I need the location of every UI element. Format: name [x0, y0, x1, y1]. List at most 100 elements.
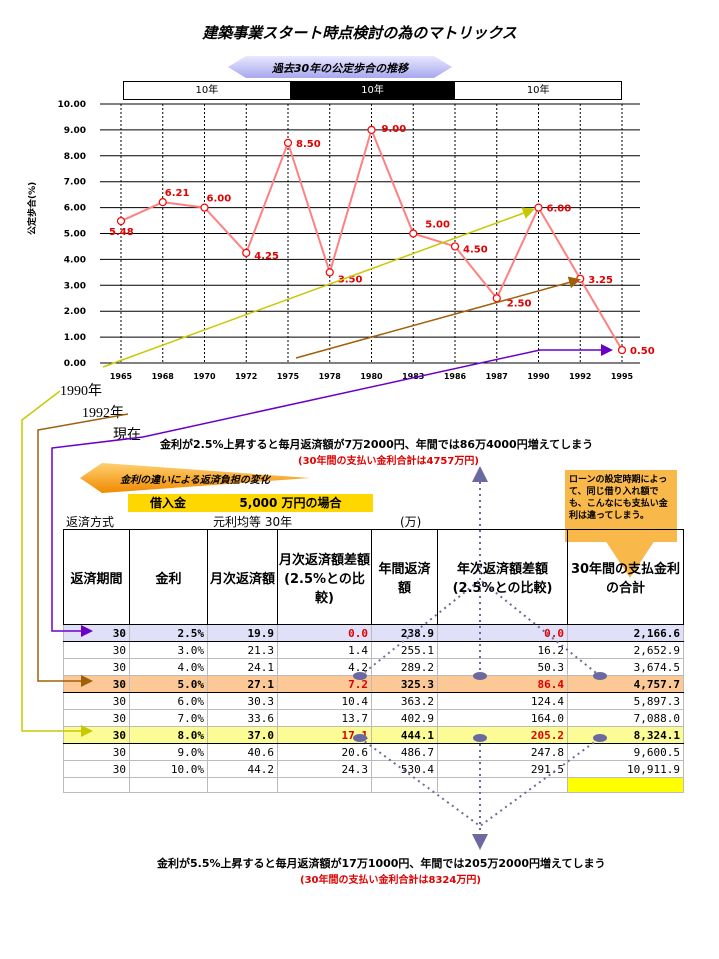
table-row: 30 7.0% 33.6 13.7 402.9 164.0 7,088.0 — [63, 709, 684, 727]
data-label: 6.00 — [547, 204, 572, 215]
column-header: 年間返済額 — [371, 529, 438, 625]
table-cell: 30 — [63, 658, 130, 676]
table-cell: 291.5 — [437, 760, 568, 778]
x-tick-label: 1978 — [319, 372, 342, 381]
x-tick-label: 1990 — [527, 372, 550, 381]
table-cell: 33.6 — [207, 709, 278, 727]
table-cell: 7.2 — [277, 675, 372, 693]
column-header: 月次返済額差額(2.5%との比較) — [277, 529, 372, 625]
loan-amount: 5,000 万円の場合 — [208, 494, 373, 512]
data-point — [534, 203, 543, 212]
y-tick-label: 2.00 — [64, 307, 86, 317]
y-tick-label: 9.00 — [64, 126, 86, 136]
y-tick-label: 8.00 — [64, 152, 86, 162]
data-label: 0.50 — [630, 346, 655, 357]
data-label: 8.50 — [296, 139, 321, 150]
x-tick-label: 1992 — [569, 372, 591, 381]
column-header: 30年間の支払金利の合計 — [567, 529, 684, 625]
table-cell — [567, 777, 684, 793]
table-row: 30 10.0% 44.2 24.3 530.4 291.5 10,911.9 — [63, 760, 684, 778]
y-tick-label: 0.00 — [64, 359, 86, 369]
table-cell: 20.6 — [277, 743, 372, 761]
x-tick-label: 1975 — [277, 372, 300, 381]
table-cell: 30 — [63, 709, 130, 727]
page-title: 建築事業スタート時点検討の為のマトリックス — [202, 24, 517, 42]
table-cell: 238.9 — [371, 624, 438, 642]
method-label: 返済方式 — [66, 515, 115, 529]
table-cell: 27.1 — [207, 675, 278, 693]
table-cell: 30 — [63, 675, 130, 693]
table-cell: 9.0% — [129, 743, 208, 761]
y-tick-label: 7.00 — [64, 178, 86, 188]
decade-bar: 10年 10年 10年 — [123, 81, 622, 100]
x-tick-label: 1980 — [360, 372, 383, 381]
data-label: 5.48 — [109, 227, 134, 238]
table-cell: 30.3 — [207, 692, 278, 710]
table-cell: 30 — [63, 726, 130, 744]
data-label: 6.21 — [165, 188, 190, 199]
data-point — [367, 125, 376, 135]
y-tick-label: 1.00 — [64, 333, 86, 343]
column-header: 金利 — [129, 529, 208, 625]
table-row — [63, 777, 684, 793]
table-row: 30 8.0% 37.0 17.1 444.1 205.2 8,324.1 — [63, 726, 684, 744]
column-header: 返済期間 — [63, 529, 130, 625]
table-cell: 9,600.5 — [567, 743, 684, 761]
repayment-table: 返済期間 金利 月次返済額 月次返済額差額(2.5%との比較) 年間返済額 年次返済額差額… — [63, 529, 684, 793]
note-upper-total: (30年間の支払い金利合計は4757万円) — [298, 456, 479, 467]
table-row: 30 6.0% 30.3 10.4 363.2 124.4 5,897.3 — [63, 692, 684, 710]
table-cell: 8,324.1 — [567, 726, 684, 744]
year-label-1992: 1992年 — [82, 406, 124, 421]
data-label: 3.50 — [338, 274, 363, 285]
table-cell: 19.9 — [207, 624, 278, 642]
table-cell: 530.4 — [371, 760, 438, 778]
decade-label: 10年 — [195, 85, 219, 96]
table-cell: 8.0% — [129, 726, 208, 744]
table-cell: 444.1 — [371, 726, 438, 744]
table-cell: 24.1 — [207, 658, 278, 676]
table-cell: 21.3 — [207, 641, 278, 659]
table-cell: 10.4 — [277, 692, 372, 710]
table-cell: 17.1 — [277, 726, 372, 744]
decade-label: 10年 — [526, 85, 550, 96]
chart-banner: 過去30年の公定歩合の推移 — [228, 56, 452, 78]
table-cell: 2,166.6 — [567, 624, 684, 642]
table-row: 30 3.0% 21.3 1.4 255.1 16.2 2,652.9 — [63, 641, 684, 659]
unit-label: (万) — [400, 515, 422, 529]
table-cell: 10.0% — [129, 760, 208, 778]
x-tick-label: 1983 — [402, 372, 424, 381]
data-point — [158, 198, 167, 207]
table-cell: 164.0 — [437, 709, 568, 727]
y-tick-label: 10.00 — [58, 100, 86, 110]
table-body: 30 2.5% 19.9 0.0 238.9 0.0 2,166.6 30 3.0% 21.3 1.… — [63, 624, 684, 793]
table-cell — [129, 777, 208, 793]
table-cell: 4.2 — [277, 658, 372, 676]
x-tick-label: 1986 — [444, 372, 467, 381]
x-tick-label: 1970 — [193, 372, 216, 381]
data-point — [242, 248, 251, 258]
table-cell: 50.3 — [437, 658, 568, 676]
table-cell: 0.0 — [277, 624, 372, 642]
table-row: 30 5.0% 27.1 7.2 325.3 86.4 4,757.7 — [63, 675, 684, 693]
data-point — [325, 268, 334, 277]
table-header-row: 返済期間 金利 月次返済額 月次返済額差額(2.5%との比較) 年間返済額 年次返済額差額… — [63, 529, 684, 625]
x-tick-label: 1995 — [611, 372, 634, 381]
column-header: 月次返済額 — [207, 529, 278, 625]
x-tick-label: 1968 — [152, 372, 175, 381]
table-cell: 7.0% — [129, 709, 208, 727]
x-tick-label: 1965 — [110, 372, 133, 381]
data-point — [116, 216, 126, 226]
table-cell: 4,757.7 — [567, 675, 684, 693]
table-cell: 16.2 — [437, 641, 568, 659]
note-lower-total: (30年間の支払い金利合計は8324万円) — [300, 875, 481, 886]
table-cell: 0.0 — [437, 624, 568, 642]
y-tick-label: 4.00 — [64, 255, 86, 265]
table-cell: 247.8 — [437, 743, 568, 761]
table-cell: 2,652.9 — [567, 641, 684, 659]
table-cell — [63, 777, 130, 793]
table-cell: 37.0 — [207, 726, 278, 744]
year-label-now: 現在 — [113, 428, 141, 443]
table-cell: 5.0% — [129, 675, 208, 693]
data-label: 3.25 — [588, 275, 613, 286]
table-cell: 486.7 — [371, 743, 438, 761]
